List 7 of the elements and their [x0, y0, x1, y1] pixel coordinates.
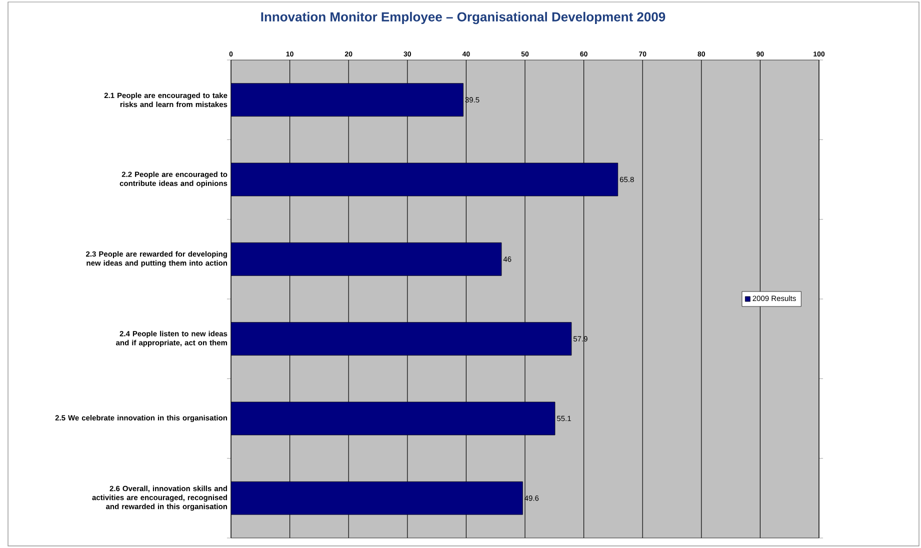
chart-title: Innovation Monitor Employee – Organisational Development 2009: [261, 12, 666, 24]
bar: [231, 162, 618, 196]
bar: [231, 481, 523, 515]
bar: [231, 83, 464, 117]
bar: [231, 402, 556, 436]
bar: [231, 242, 502, 276]
bar: [231, 322, 572, 356]
